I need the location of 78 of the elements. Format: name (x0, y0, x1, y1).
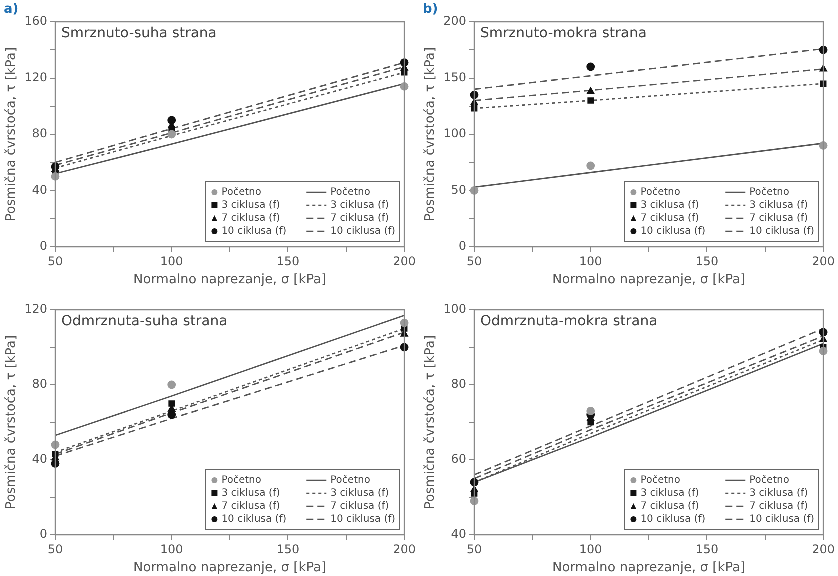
legend-label: 10 ciklusa (f) (222, 226, 287, 238)
x-axis-title: Normalno naprezanje, σ [kPa] (134, 560, 327, 576)
y-tick-label: 100 (444, 302, 467, 316)
legend-label: 3 ciklusa (f) (222, 200, 280, 212)
y-tick-label: 120 (24, 302, 48, 316)
chart-title: Smrznuto-suha strana (62, 26, 217, 42)
y-tick-label: 120 (24, 70, 48, 84)
y-tick-label: 0 (40, 527, 48, 542)
legend-label: Početno (750, 187, 790, 198)
legend-label: Početno (750, 475, 790, 486)
legend-label: Početno (330, 475, 370, 486)
x-tick-label: 200 (393, 542, 416, 556)
legend-label: 10 ciklusa (f) (640, 514, 706, 526)
y-tick-label: 80 (32, 126, 48, 141)
legend-label: Početno (640, 475, 681, 486)
chart-title: Smrznuto-mokra strana (480, 26, 647, 42)
y-tick-label: 40 (32, 452, 48, 466)
x-axis-title: Normalno naprezanje, σ [kPa] (134, 272, 327, 288)
legend-label: 10 ciklusa (f) (330, 514, 396, 526)
legend-label: 3 ciklusa (f) (640, 200, 700, 212)
legend-label: Početno (640, 187, 681, 198)
legend-label: Početno (222, 475, 262, 486)
y-tick-label: 40 (32, 182, 48, 197)
y-tick-label: 0 (458, 239, 467, 254)
legend-label: 3 ciklusa (f) (750, 200, 808, 212)
x-tick-label: 200 (812, 254, 835, 268)
legend-label: 7 ciklusa (f) (222, 213, 280, 224)
y-tick-label: 80 (451, 377, 467, 392)
chart-title: Odmrznuta-suha strana (62, 314, 228, 330)
legend-label: 3 ciklusa (f) (750, 488, 808, 500)
text: b) (423, 2, 438, 17)
legend-label: 10 ciklusa (f) (330, 226, 396, 238)
y-axis-title: Posmična čvrstoća, τ [kPa] (423, 47, 438, 222)
x-tick-label: 100 (579, 254, 602, 268)
legend-label: 3 ciklusa (f) (330, 488, 390, 500)
legend-label: 3 ciklusa (f) (222, 488, 280, 500)
x-tick-label: 100 (579, 542, 602, 556)
x-tick-label: 150 (696, 542, 719, 556)
y-axis-title: Posmična čvrstoća, τ [kPa] (423, 335, 438, 510)
y-tick-label: 60 (451, 452, 467, 466)
x-tick-label: 150 (276, 254, 300, 268)
x-tick-label: 200 (393, 254, 416, 268)
text: a) (4, 2, 19, 17)
x-tick-label: 100 (160, 254, 184, 268)
y-tick-label: 100 (444, 126, 467, 141)
legend-label: 7 ciklusa (f) (640, 213, 700, 224)
y-tick-label: 150 (444, 70, 467, 84)
legend-label: Početno (330, 187, 370, 198)
chart-title: Odmrznuta-mokra strana (480, 314, 658, 330)
y-axis-title: Posmična čvrstoća, τ [kPa] (4, 335, 20, 510)
y-tick-label: 160 (24, 14, 48, 28)
y-axis-title: Posmična čvrstoća, τ [kPa] (4, 47, 20, 222)
legend-label: 7 ciklusa (f) (222, 501, 280, 512)
y-tick-label: 200 (444, 14, 467, 28)
legend-label: 7 ciklusa (f) (640, 501, 700, 512)
legend-label: 3 ciklusa (f) (330, 200, 390, 212)
x-tick-label: 100 (160, 542, 184, 556)
legend-label: 7 ciklusa (f) (330, 501, 390, 512)
x-axis-title: Normalno naprezanje, σ [kPa] (552, 272, 746, 288)
y-tick-label: 80 (32, 377, 48, 392)
legend-label: 7 ciklusa (f) (750, 501, 808, 512)
x-tick-label: 50 (466, 254, 482, 268)
legend-label: 3 ciklusa (f) (640, 488, 700, 500)
y-tick-label: 50 (451, 182, 467, 197)
x-tick-label: 200 (812, 542, 835, 556)
x-tick-label: 150 (696, 254, 719, 268)
legend-label: 10 ciklusa (f) (640, 226, 706, 238)
legend-label: 7 ciklusa (f) (330, 213, 390, 224)
legend-label: Početno (222, 187, 262, 198)
legend-label: 7 ciklusa (f) (750, 213, 808, 224)
y-tick-label: 40 (451, 527, 467, 542)
y-tick-label: 0 (40, 239, 48, 254)
legend-label: 10 ciklusa (f) (750, 514, 815, 526)
x-tick-label: 50 (466, 542, 482, 556)
legend-label: 10 ciklusa (f) (750, 226, 815, 238)
x-tick-label: 150 (276, 542, 300, 556)
x-axis-title: Normalno naprezanje, σ [kPa] (552, 560, 746, 576)
legend-label: 10 ciklusa (f) (222, 514, 287, 526)
